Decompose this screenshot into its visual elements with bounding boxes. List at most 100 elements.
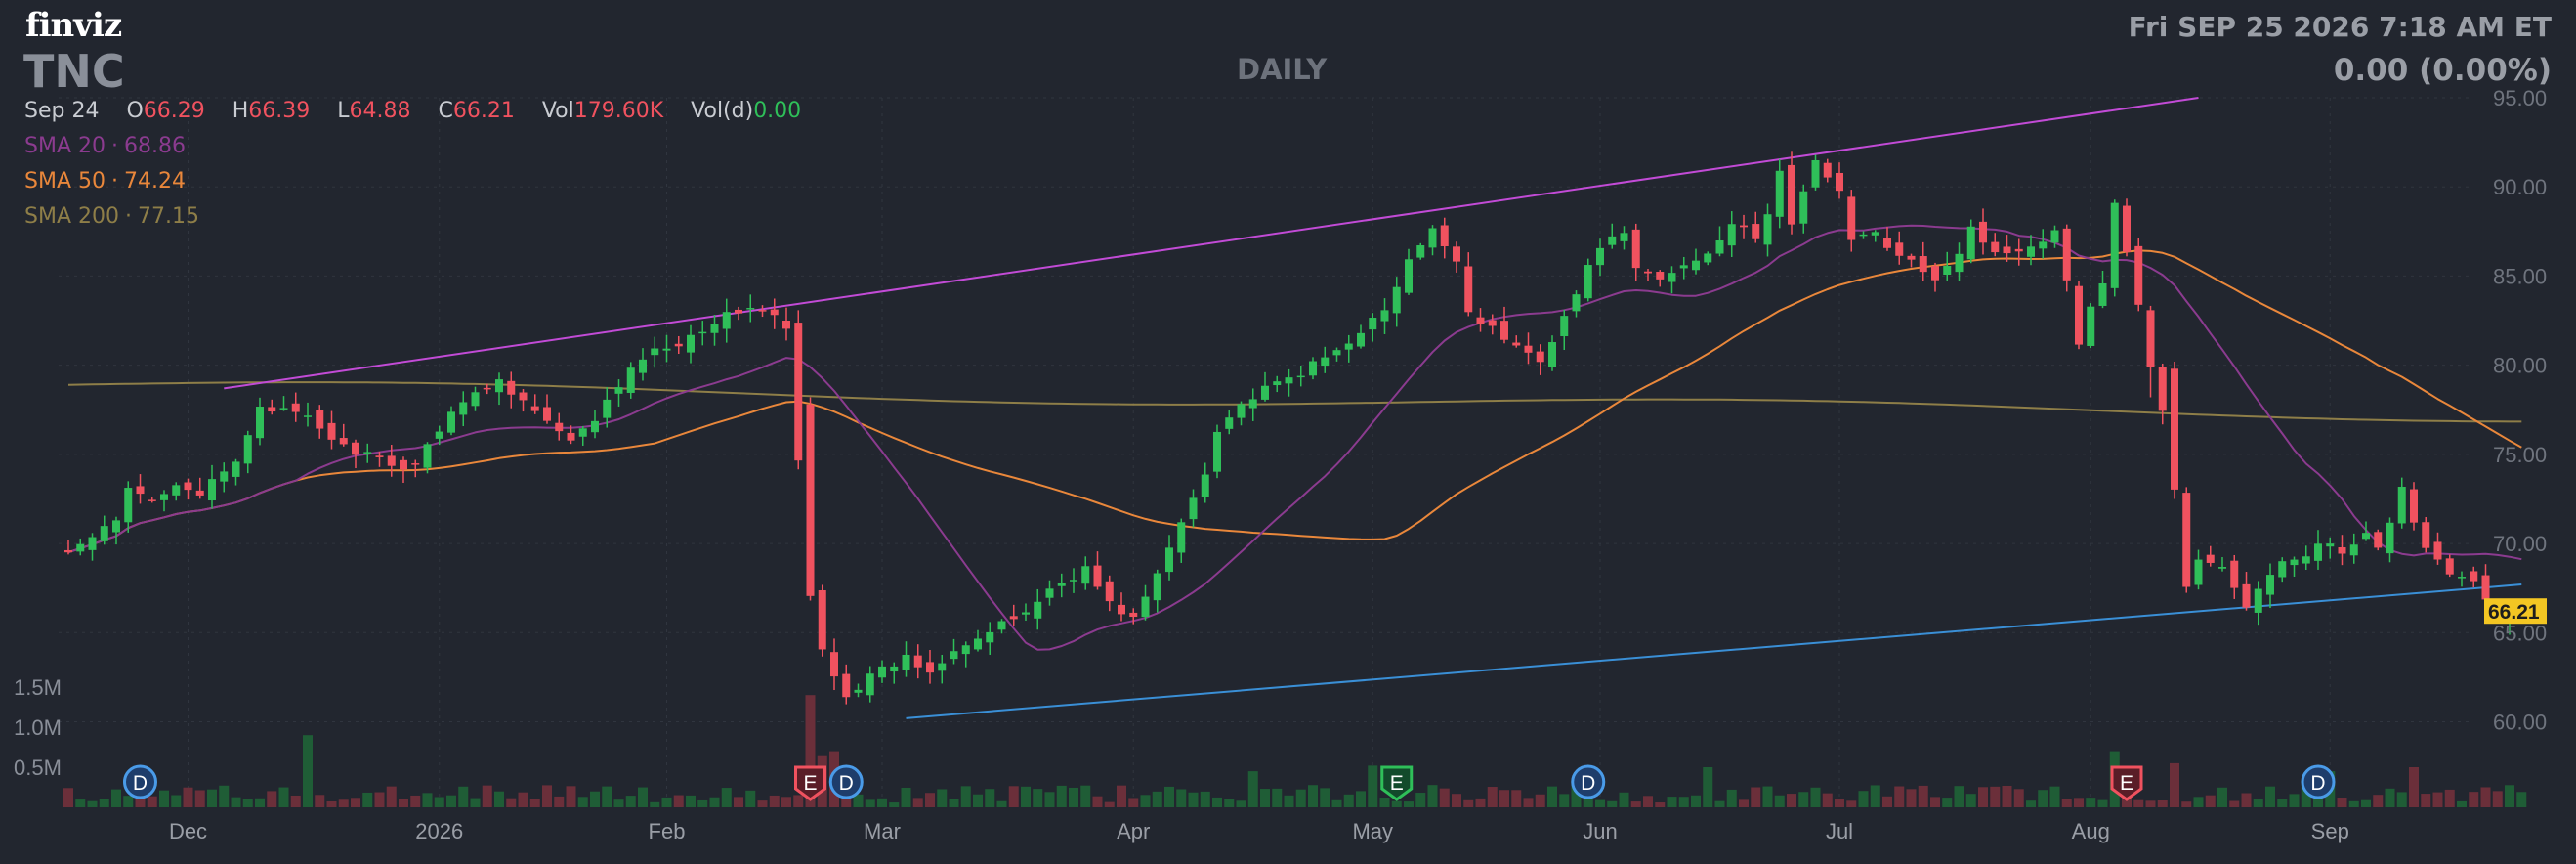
candle-body: [1321, 357, 1330, 367]
candle-body: [2338, 547, 2346, 554]
volume-bar: [877, 798, 887, 807]
candle-body: [387, 455, 396, 466]
price-change: 0.00 (0.00%): [2333, 53, 2552, 88]
candle-body: [806, 404, 815, 596]
candle-body: [639, 359, 647, 373]
volume-axis-tick-label: 0.5M: [14, 756, 62, 780]
candle-body: [100, 526, 108, 541]
candle-body: [1836, 172, 1843, 192]
volume-bar: [1117, 785, 1126, 807]
volume-bar: [2181, 801, 2192, 807]
volume-bar: [1033, 789, 1043, 807]
volume-bar: [518, 792, 528, 807]
volume-bar: [303, 735, 313, 807]
candle-body: [1357, 332, 1365, 347]
volume-bar: [2074, 798, 2084, 807]
volume-bar: [2432, 792, 2443, 807]
volume-bar: [75, 799, 86, 807]
volume-bar: [1069, 787, 1078, 807]
volume-bar: [2373, 795, 2384, 807]
volume-bar: [996, 800, 1007, 807]
candle-body: [1656, 272, 1665, 280]
y-axis-tick-label: 90.00: [2493, 175, 2547, 199]
volume-bar: [2505, 785, 2514, 807]
candle-body: [148, 499, 156, 501]
x-axis-tick-label: Apr: [1117, 819, 1150, 843]
earnings-marker-label: E: [803, 772, 817, 795]
candle-body: [2087, 306, 2095, 346]
candle-body: [1118, 604, 1125, 615]
candle-body: [1344, 343, 1353, 350]
earnings-marker-shape: [1380, 765, 1414, 801]
candle-body: [2075, 285, 2083, 345]
candle-body: [1548, 342, 1556, 367]
candle-body: [913, 655, 922, 668]
dividend-marker-label: D: [2310, 772, 2325, 795]
volume-bar: [2038, 790, 2048, 807]
volume-bar: [2049, 786, 2060, 807]
volume-bar: [721, 788, 732, 807]
sma200-value: 77.15: [137, 204, 199, 229]
volume-bar: [1021, 786, 1031, 807]
earnings-marker: E: [1380, 765, 1414, 801]
candle-body: [2039, 241, 2048, 249]
candle-body: [1009, 616, 1018, 620]
candle-body: [2470, 571, 2478, 582]
volume-bar: [1080, 785, 1091, 807]
candle-body: [818, 590, 826, 650]
volume-bar: [1427, 785, 1438, 807]
volume-bar: [1703, 767, 1713, 807]
candle-body: [1943, 266, 1952, 276]
candle-body: [1991, 241, 2000, 253]
volume-bar: [781, 797, 791, 807]
sma200-legend[interactable]: SMA 200 · 77.15: [24, 204, 199, 229]
volume-bar: [937, 789, 948, 807]
volume-bar: [2396, 792, 2407, 807]
volume-bar: [242, 799, 253, 807]
candle-body: [1679, 265, 1688, 269]
candle-body: [411, 463, 420, 465]
candle-body: [243, 435, 252, 464]
volume-bar: [1846, 800, 1857, 807]
candle-body: [1153, 573, 1161, 601]
candle-body: [2302, 556, 2310, 564]
candle-body: [735, 309, 742, 314]
volume-bar: [1356, 791, 1366, 807]
candle-body: [2266, 575, 2274, 595]
volume-bar: [1965, 794, 1976, 807]
candle-body: [722, 312, 731, 329]
volume-bar: [2061, 799, 2072, 807]
candle-body: [687, 334, 695, 353]
volume-bar: [1284, 795, 1294, 807]
volume-bar: [255, 798, 265, 807]
low-label: L: [337, 99, 350, 123]
sma20-legend[interactable]: SMA 20 · 68.86: [24, 134, 186, 158]
volume-bar: [231, 797, 241, 807]
sma50-legend[interactable]: SMA 50 · 74.24: [24, 169, 186, 194]
y-axis-tick-label: 75.00: [2493, 443, 2547, 467]
candle-body: [1740, 225, 1748, 228]
finviz-logo[interactable]: finviz: [25, 6, 122, 45]
volume-axis-tick-label: 1.5M: [14, 675, 62, 700]
volume-bar: [625, 796, 636, 807]
candle-body: [2123, 205, 2131, 252]
volume-bar: [1906, 789, 1917, 807]
earnings-marker-shape: [2110, 765, 2143, 801]
candle-body: [2481, 575, 2490, 600]
volume-bar: [1571, 785, 1582, 807]
volume-bar: [1774, 795, 1785, 807]
candle-body: [1034, 601, 1042, 619]
volume-bar: [1044, 792, 1055, 807]
volume-bar: [901, 787, 911, 807]
candle-body: [1979, 221, 1987, 243]
sma200-line: [67, 381, 2522, 423]
earnings-marker-shape: [794, 765, 826, 801]
candle-body: [2326, 543, 2335, 547]
dividend-marker: D: [123, 764, 157, 799]
candle-body: [1369, 318, 1377, 330]
candle-body: [1141, 596, 1150, 618]
candle-body: [2362, 533, 2370, 540]
volume-bar: [2337, 798, 2347, 807]
volume-bar: [351, 798, 360, 807]
